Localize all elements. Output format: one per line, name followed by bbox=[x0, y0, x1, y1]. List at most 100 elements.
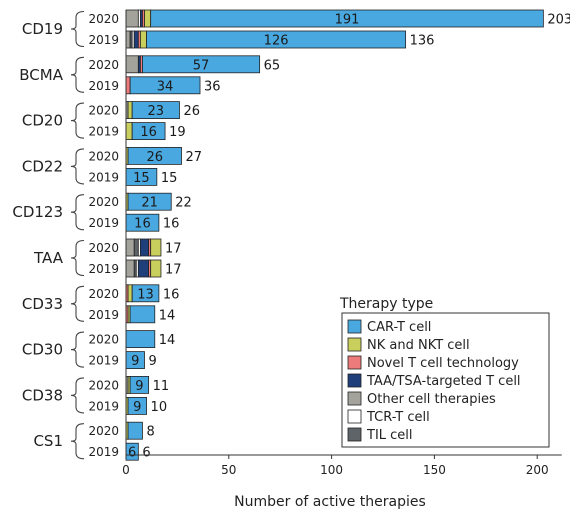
year-label-cd20-2020: 2020 bbox=[88, 104, 119, 118]
legend-swatch-novel-t-cell-technology bbox=[347, 355, 362, 370]
bracket-cd33 bbox=[70, 285, 85, 322]
total-value-cd19-2019: 136 bbox=[410, 34, 435, 49]
year-label-cd123-2020: 2020 bbox=[88, 195, 119, 209]
x-tick-label-0: 0 bbox=[122, 463, 130, 477]
total-value-cd22-2019: 15 bbox=[161, 171, 178, 186]
target-label-bcma: BCMA bbox=[19, 66, 63, 84]
bar-segment-bcma-2020-other-cell-therapies bbox=[125, 55, 139, 74]
legend-swatch-car-t-cell bbox=[347, 319, 362, 334]
bar-segment-cd123-2020-car-t-cell bbox=[127, 192, 172, 211]
bar-segment-cd38-2020-car-t-cell bbox=[129, 375, 150, 394]
total-value-cd38-2020: 11 bbox=[153, 379, 170, 394]
legend-swatch-other-cell-therapies bbox=[347, 391, 362, 406]
car-t-value-cs1-2019: 6 bbox=[128, 446, 136, 461]
total-value-cd123-2020: 22 bbox=[175, 196, 192, 211]
year-label-cd19-2019: 2019 bbox=[88, 33, 119, 47]
year-label-cd20-2019: 2019 bbox=[88, 125, 119, 139]
car-t-value-cd20-2019: 16 bbox=[140, 125, 157, 140]
bars-layer bbox=[125, 9, 544, 461]
total-value-cd19-2020: 203 bbox=[547, 13, 570, 28]
total-value-bcma-2020: 65 bbox=[264, 58, 281, 73]
bracket-cd19 bbox=[70, 10, 85, 48]
bracket-bcma bbox=[70, 56, 85, 93]
year-label-taa-2020: 2020 bbox=[88, 241, 119, 255]
car-t-value-cd20-2020: 23 bbox=[148, 104, 165, 119]
car-t-value-cd123-2020: 21 bbox=[141, 196, 158, 211]
bar-segment-cd19-2019-car-t-cell bbox=[146, 30, 407, 49]
bar-segment-taa-2020-taa-tsa-targeted-t-cell bbox=[139, 238, 150, 257]
year-label-bcma-2019: 2019 bbox=[88, 79, 119, 93]
target-label-cd33: CD33 bbox=[22, 295, 63, 313]
bar-segment-bcma-2019-novel-t-cell-technology bbox=[125, 76, 131, 95]
legend: Therapy type CAR-T cell NK and NKT cell No… bbox=[339, 296, 550, 448]
year-label-cd38-2019: 2019 bbox=[88, 399, 119, 413]
x-axis: 0 50 100 150 200 bbox=[122, 10, 562, 477]
bar-segment-cd33-2019-car-t-cell bbox=[129, 305, 156, 324]
car-t-value-cd22-2020: 26 bbox=[147, 150, 164, 165]
total-value-cd20-2020: 26 bbox=[183, 104, 200, 119]
target-label-cd30: CD30 bbox=[22, 341, 63, 359]
total-value-cd33-2020: 16 bbox=[163, 287, 180, 302]
total-value-cd123-2019: 16 bbox=[163, 217, 180, 232]
total-value-cd22-2020: 27 bbox=[186, 150, 203, 165]
total-value-taa-2019: 17 bbox=[165, 263, 182, 278]
year-label-taa-2019: 2019 bbox=[88, 262, 119, 276]
bar-segment-cd19-2019-nk-and-nkt-cell bbox=[139, 30, 147, 49]
target-label-cd38: CD38 bbox=[22, 386, 63, 404]
legend-label-til-cell: TIL cell bbox=[366, 428, 413, 443]
year-label-cd33-2019: 2019 bbox=[88, 308, 119, 322]
bar-segment-cs1-2020-car-t-cell bbox=[127, 421, 143, 440]
bar-segment-taa-2019-nk-and-nkt-cell bbox=[150, 259, 162, 278]
x-axis-title: Number of active therapies bbox=[234, 494, 426, 510]
bar-segment-cd19-2019-other-cell-therapies bbox=[125, 30, 131, 49]
year-label-cd33-2020: 2020 bbox=[88, 287, 119, 301]
bracket-cd20 bbox=[70, 102, 85, 139]
year-label-cd22-2019: 2019 bbox=[88, 170, 119, 184]
car-t-value-cd123-2019: 16 bbox=[134, 217, 151, 232]
legend-swatch-til-cell bbox=[347, 427, 362, 442]
legend-label-car-t-cell: CAR-T cell bbox=[367, 320, 431, 335]
legend-title: Therapy type bbox=[339, 296, 433, 312]
car-t-value-cd38-2019: 9 bbox=[133, 400, 141, 415]
bracket-cd123 bbox=[70, 194, 85, 231]
bar-segment-cd19-2019-taa-tsa-targeted-t-cell bbox=[133, 30, 139, 49]
bracket-cd30 bbox=[70, 331, 85, 368]
legend-label-tcr-t-cell: TCR-T cell bbox=[366, 410, 430, 425]
total-value-taa-2020: 17 bbox=[165, 242, 182, 257]
bar-segment-taa-2019-other-cell-therapies bbox=[125, 259, 135, 278]
bar-segment-cd20-2020-nk-and-nkt-cell bbox=[127, 101, 133, 119]
legend-label-nk-and-nkt-cell: NK and NKT cell bbox=[367, 338, 470, 353]
bracket-cs1 bbox=[70, 423, 85, 460]
car-t-value-cd22-2019: 15 bbox=[133, 171, 150, 186]
target-label-taa: TAA bbox=[33, 249, 64, 267]
legend-swatch-taa-tsa-targeted-t-cell bbox=[347, 373, 362, 388]
car-t-value-cd38-2020: 9 bbox=[135, 379, 143, 394]
bar-segment-bcma-2020-car-t-cell bbox=[142, 55, 261, 74]
total-value-cd20-2019: 19 bbox=[169, 125, 186, 140]
x-tick-label-150: 150 bbox=[423, 463, 446, 477]
bracket-taa bbox=[70, 239, 85, 277]
bar-segment-cd19-2020-nk-and-nkt-cell bbox=[144, 9, 152, 28]
bracket-cd38 bbox=[70, 377, 85, 414]
car-t-value-cd33-2020: 13 bbox=[137, 287, 154, 302]
x-tick-label-100: 100 bbox=[320, 463, 343, 477]
car-t-value-cd30-2019: 9 bbox=[131, 354, 139, 369]
year-label-bcma-2020: 2020 bbox=[88, 58, 119, 72]
total-value-bcma-2019: 36 bbox=[204, 79, 221, 94]
legend-label-other-cell-therapies: Other cell therapies bbox=[367, 392, 496, 407]
x-tick-label-50: 50 bbox=[221, 463, 236, 477]
x-tick-label-200: 200 bbox=[526, 463, 549, 477]
year-label-cs1-2019: 2019 bbox=[88, 445, 119, 459]
year-label-cd123-2019: 2019 bbox=[88, 216, 119, 230]
target-label-cd22: CD22 bbox=[22, 157, 63, 175]
legend-box bbox=[341, 312, 550, 448]
year-label-cd30-2019: 2019 bbox=[88, 354, 119, 368]
year-label-cd19-2020: 2020 bbox=[88, 12, 119, 26]
bar-segment-taa-2020-til-cell bbox=[133, 238, 139, 257]
target-label-cd20: CD20 bbox=[22, 112, 63, 130]
target-label-cd123: CD123 bbox=[12, 203, 63, 221]
bar-segment-cd30-2020-car-t-cell bbox=[125, 330, 156, 349]
total-value-cs1-2020: 8 bbox=[146, 425, 154, 440]
total-value-cd30-2020: 14 bbox=[159, 333, 176, 348]
year-label-cd22-2020: 2020 bbox=[88, 149, 119, 163]
